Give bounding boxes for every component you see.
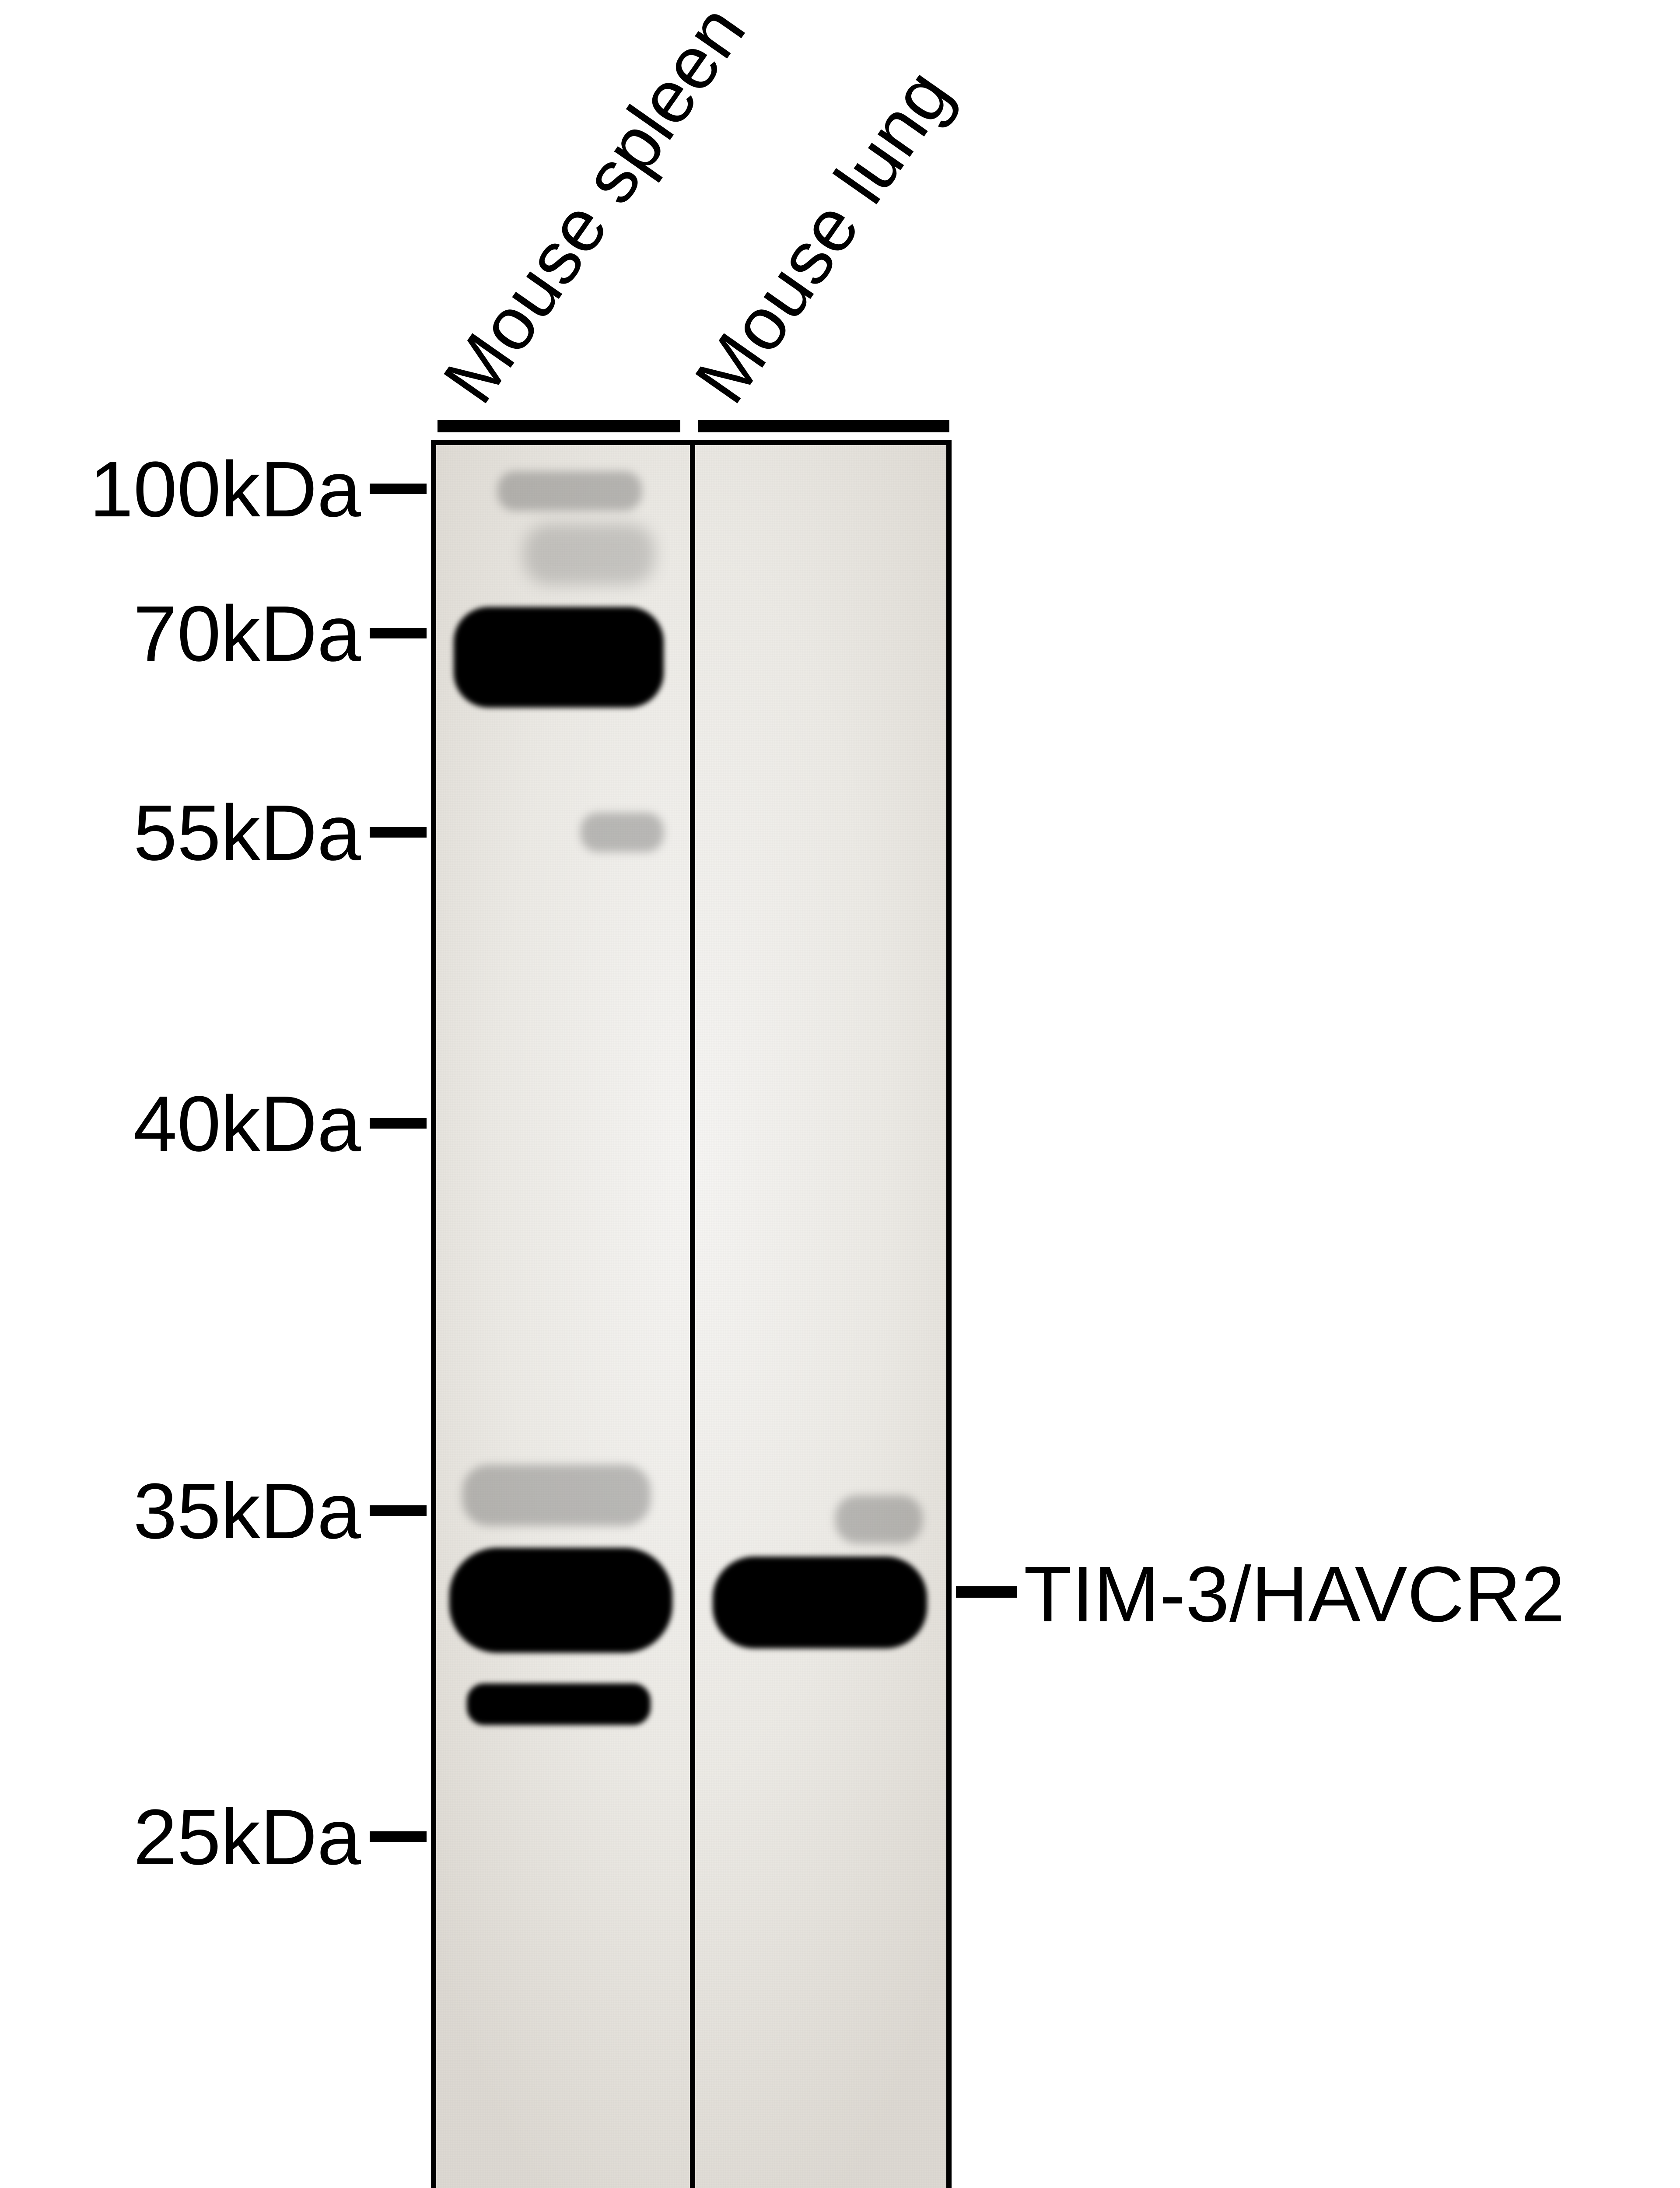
lane-divider [690, 445, 695, 2188]
band-l1-tim3 [449, 1548, 672, 1653]
western-blot-figure: Mouse spleen Mouse lung 100kDa 70kDa 55k… [0, 0, 1680, 2188]
band-l1-100kda [497, 471, 642, 511]
lane-1 [436, 445, 690, 2188]
mw-label-25: 25kDa [133, 1792, 361, 1883]
band-l1-28kda [467, 1683, 651, 1725]
mw-label-35: 35kDa [133, 1466, 361, 1557]
mw-tick-55 [370, 827, 427, 838]
lane-label-lung: Mouse lung [678, 54, 969, 418]
mw-label-70: 70kDa [133, 589, 361, 679]
mw-tick-25 [370, 1831, 427, 1842]
blot-membrane [431, 440, 952, 2188]
band-l1-70kda [454, 607, 664, 708]
lane-underline-2 [698, 420, 949, 432]
mw-label-40: 40kDa [133, 1079, 361, 1169]
target-tick [956, 1586, 1017, 1598]
band-l2-35kda [835, 1495, 923, 1543]
band-l1-smear [524, 524, 655, 585]
mw-tick-100 [370, 484, 427, 494]
mw-tick-70 [370, 628, 427, 638]
mw-label-100: 100kDa [90, 444, 361, 535]
target-label: TIM-3/HAVCR2 [1024, 1549, 1565, 1640]
band-l1-36kda [462, 1465, 651, 1526]
mw-tick-40 [370, 1118, 427, 1129]
band-l2-tim3 [713, 1557, 927, 1648]
mw-label-55: 55kDa [133, 788, 361, 878]
lane-underline-1 [438, 420, 680, 432]
band-l1-55kda [581, 813, 664, 852]
mw-tick-35 [370, 1505, 427, 1516]
lane-2 [695, 445, 952, 2188]
